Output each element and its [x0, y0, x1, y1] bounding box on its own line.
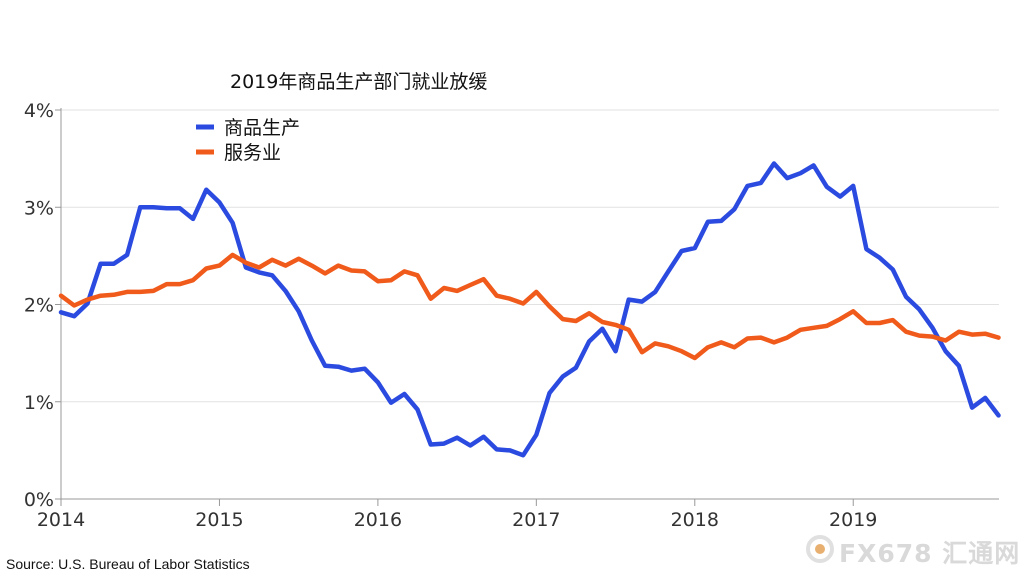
- watermark-text: FX678 汇通网: [839, 539, 1021, 568]
- y-tick-label-4: 4%: [24, 100, 54, 122]
- y-axis-ticks: 0% 1% 2% 3% 4%: [24, 100, 61, 511]
- series-line-1: [58, 252, 1001, 361]
- legend-label-1: 服务业: [224, 142, 281, 164]
- x-tick-label-3: 2017: [512, 509, 560, 531]
- x-tick-label-2: 2016: [354, 509, 402, 531]
- y-tick-label-0: 0%: [24, 489, 54, 511]
- y-tick-label-1: 1%: [24, 392, 54, 414]
- axes: [60, 108, 999, 500]
- legend-label-0: 商品生产: [224, 117, 300, 139]
- fx678-logo-icon: [806, 535, 834, 563]
- y-tick-label-2: 2%: [24, 295, 54, 317]
- x-axis-ticks: 2014 2015 2016 2017 2018 2019: [37, 499, 877, 531]
- watermark: FX678 汇通网: [805, 532, 1019, 568]
- x-tick-label-0: 2014: [37, 509, 85, 531]
- source-note: Source: U.S. Bureau of Labor Statistics: [6, 556, 250, 572]
- grid-lines: [61, 109, 999, 403]
- x-tick-label-1: 2015: [195, 509, 243, 531]
- x-tick-label-5: 2019: [829, 509, 877, 531]
- series-line-0: [58, 161, 1001, 458]
- chart-title: 2019年商品生产部门就业放缓: [230, 71, 487, 93]
- series-lines: [58, 161, 1001, 458]
- y-tick-label-3: 3%: [24, 197, 54, 219]
- x-tick-label-4: 2018: [671, 509, 719, 531]
